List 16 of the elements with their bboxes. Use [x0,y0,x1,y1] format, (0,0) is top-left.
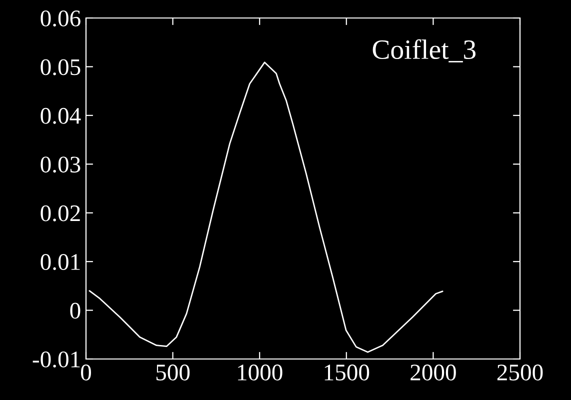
y-tick-label: 0.04 [40,108,81,124]
y-tick-label: 0.05 [40,59,80,76]
y-tick-label: 0.01 [40,254,80,270]
y-tick-label: 0.03 [40,156,80,173]
x-tick-label: 0 [80,364,92,380]
x-tick-label: 500 [156,364,190,380]
y-tick-label: 0.06 [40,10,80,27]
x-tick-label: 1500 [324,364,370,380]
x-tick-label: 2500 [497,364,543,380]
line-series [88,62,444,353]
x-tick-label: 1000 [238,364,282,380]
annotation: Coiflet_3 [372,39,476,62]
y-tick-label: -0.01 [32,351,80,368]
y-tick-label: 0.02 [40,205,80,222]
x-tick-label: 2000 [410,364,456,380]
y-tick-label: 0 [70,302,80,319]
